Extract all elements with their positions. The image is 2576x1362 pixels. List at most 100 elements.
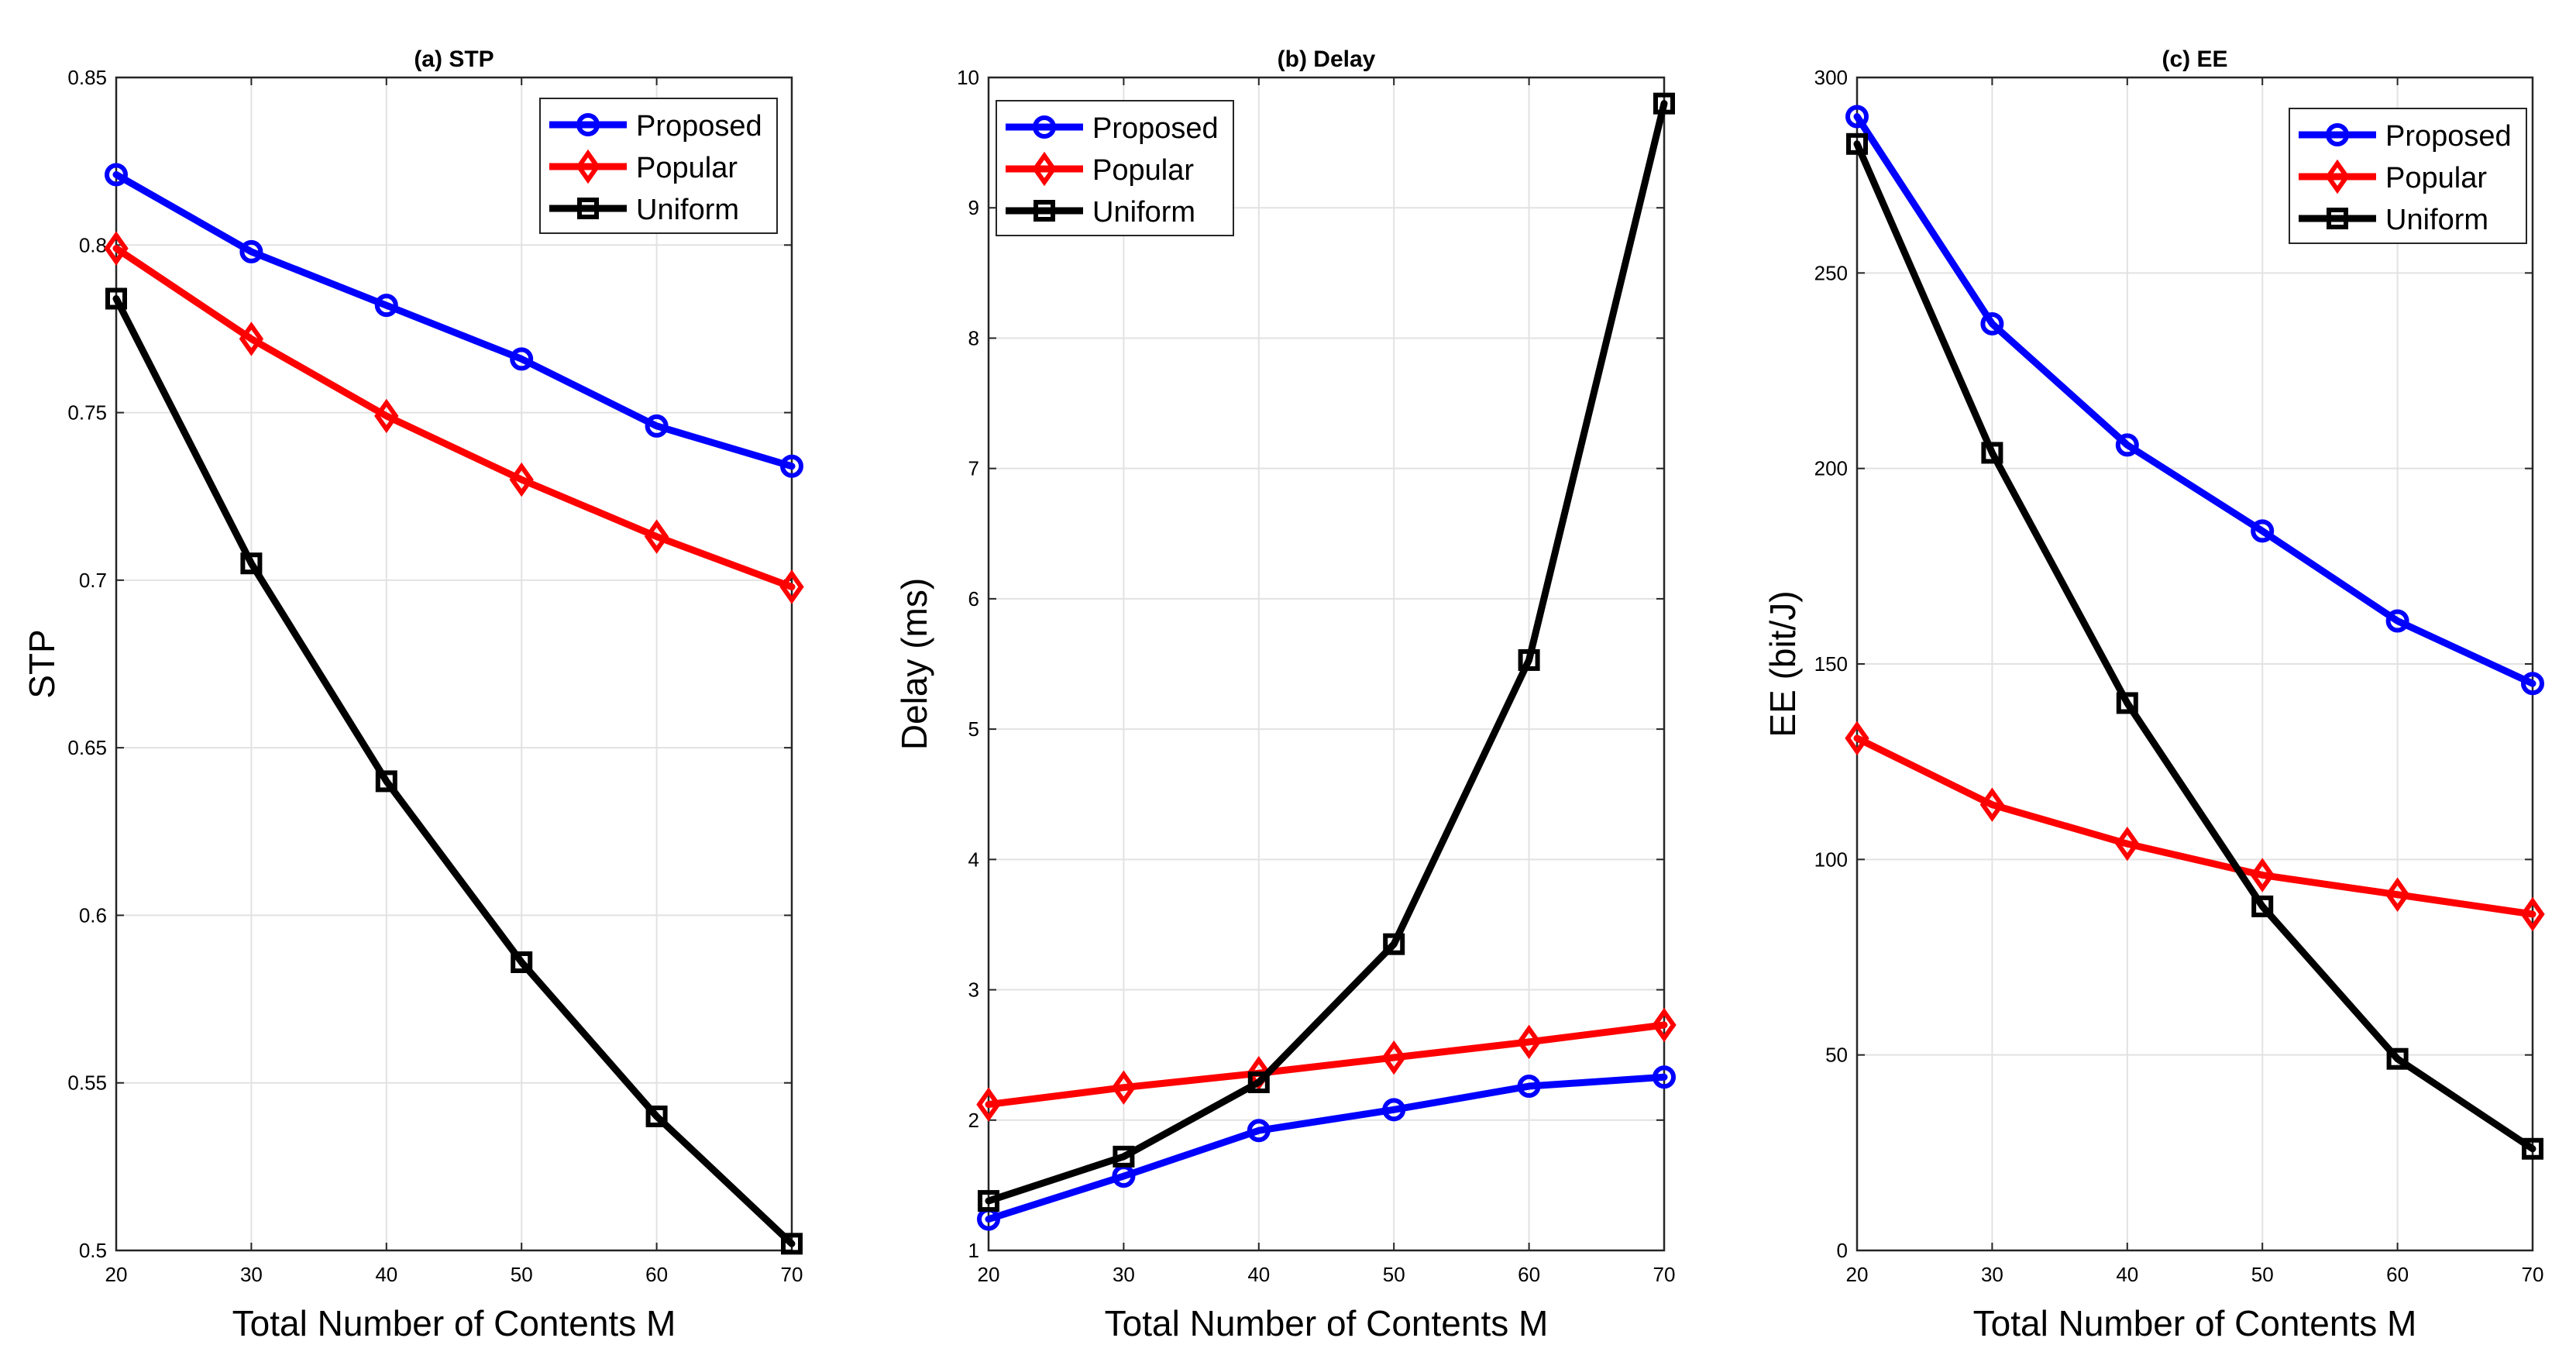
series-line	[1853, 734, 2536, 918]
data-point	[104, 231, 129, 266]
legend-marker	[2325, 159, 2350, 194]
legend-marker	[2326, 123, 2349, 146]
data-point	[240, 552, 263, 575]
data-point	[1652, 1007, 1677, 1043]
data-point	[239, 239, 263, 263]
series-line	[985, 1021, 1668, 1109]
x-tick-label: 70	[2522, 1263, 2544, 1286]
data-point	[1845, 721, 1869, 756]
chart-title: (c) EE	[2162, 46, 2227, 72]
data-point	[1247, 1119, 1271, 1143]
y-tick-label: 2	[968, 1109, 979, 1132]
data-point	[2521, 672, 2544, 696]
data-point	[1516, 1024, 1542, 1060]
series-popular	[1845, 721, 2545, 932]
y-tick-label: 8	[968, 326, 979, 349]
data-point	[2115, 433, 2139, 457]
x-axis-label: Total Number of Contents M	[1973, 1303, 2417, 1343]
legend: Proposed Popular Uniform	[996, 100, 1234, 236]
legend-marker	[576, 149, 600, 184]
y-axis-label: Delay (ms)	[894, 578, 934, 750]
x-tick-label: 20	[105, 1263, 128, 1286]
y-tick-label: 200	[1814, 457, 1848, 480]
x-tick-label: 50	[2251, 1263, 2274, 1286]
y-tick-label: 7	[968, 457, 979, 480]
x-tick-label: 50	[1383, 1263, 1405, 1286]
series-line	[112, 245, 796, 591]
legend-label: Popular	[1092, 154, 1194, 187]
data-point	[239, 322, 264, 356]
data-point	[978, 1190, 999, 1212]
chart-title: (b) Delay	[1278, 46, 1376, 72]
data-point	[2520, 896, 2545, 932]
x-tick-label: 40	[2116, 1263, 2138, 1286]
data-point	[1111, 1070, 1137, 1105]
x-tick-label: 30	[1113, 1263, 1135, 1286]
y-tick-label: 4	[968, 848, 979, 871]
chart-panel: 0.5 0.55 0.6 0.65 0.7 0.75 0.8 0.85 20 30 40 50 60 70…	[22, 46, 804, 1343]
data-point	[2386, 1047, 2409, 1070]
y-tick-label: 0.65	[67, 736, 107, 759]
series-line	[985, 100, 1668, 1205]
x-tick-label: 20	[978, 1263, 1000, 1286]
chart-title: (a) STP	[414, 46, 494, 72]
legend: Proposed Popular Uniform	[539, 98, 778, 234]
y-tick-label: 100	[1814, 848, 1848, 871]
x-tick-label: 70	[1653, 1263, 1676, 1286]
data-point	[1383, 933, 1405, 955]
y-tick-label: 1	[968, 1239, 979, 1262]
legend-label: Proposed	[636, 110, 762, 143]
data-point	[781, 1233, 803, 1255]
legend: Proposed Popular Uniform	[2289, 108, 2527, 244]
y-tick-label: 10	[957, 66, 979, 89]
data-point	[976, 1087, 1001, 1122]
legend-marker	[576, 113, 600, 136]
legend-marker	[1032, 151, 1057, 187]
y-tick-label: 9	[968, 196, 979, 219]
legend-marker	[2327, 208, 2348, 229]
data-point	[1981, 442, 2003, 464]
x-tick-label: 30	[1981, 1263, 2003, 1286]
series-uniform	[978, 92, 1675, 1212]
data-point	[2251, 519, 2275, 543]
data-point	[1113, 1145, 1135, 1168]
data-point	[2385, 877, 2410, 912]
legend-label: Popular	[636, 152, 738, 184]
series-line	[112, 170, 796, 470]
data-point	[2250, 858, 2275, 893]
data-point	[1980, 311, 2004, 335]
data-point	[2116, 692, 2138, 714]
axes-box	[115, 76, 793, 1252]
data-point	[1518, 648, 1540, 671]
y-tick-label: 250	[1814, 261, 1848, 284]
chart-panel: 1 2 3 4 5 6 7 8 9 10 20 30 40 50 60 70 (b) Delay Total Nu…	[894, 46, 1677, 1343]
data-point	[1979, 787, 2005, 822]
data-point	[1846, 132, 1868, 155]
x-tick-label: 40	[375, 1263, 397, 1286]
chart-panel: 0 50 100 150 200 250 300 20 30 40 50 60 70 (c) EE Tota…	[1763, 46, 2545, 1343]
data-point	[2522, 1137, 2543, 1160]
data-point	[2385, 609, 2409, 633]
axes-box	[987, 76, 1666, 1252]
data-point	[510, 347, 534, 371]
y-tick-label: 0.85	[67, 66, 107, 89]
legend-marker	[577, 198, 599, 219]
data-point	[509, 462, 534, 497]
x-tick-label: 50	[511, 1263, 533, 1286]
y-tick-label: 300	[1814, 66, 1848, 89]
data-point	[374, 398, 399, 434]
series-line	[1853, 140, 2536, 1153]
y-axis-label: EE (bit/J)	[1763, 590, 1803, 737]
y-tick-label: 0.55	[67, 1071, 107, 1095]
data-point	[105, 163, 128, 187]
data-point	[780, 454, 803, 478]
y-tick-label: 0.7	[79, 569, 107, 592]
y-tick-label: 6	[968, 587, 979, 610]
y-tick-label: 0	[1837, 1239, 1848, 1262]
x-tick-label: 60	[1518, 1263, 1540, 1286]
legend-marker	[1033, 115, 1056, 139]
y-tick-label: 3	[968, 979, 979, 1002]
legend-label: Popular	[2385, 162, 2487, 194]
x-tick-label: 20	[1846, 1263, 1869, 1286]
